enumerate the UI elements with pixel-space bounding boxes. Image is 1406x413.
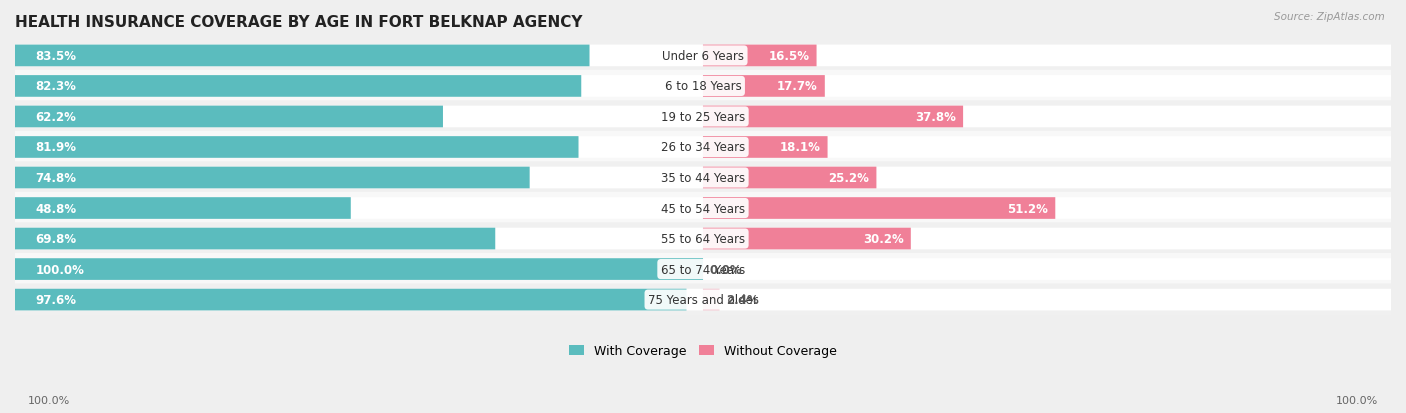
Text: 2.4%: 2.4% — [727, 293, 759, 306]
FancyBboxPatch shape — [15, 137, 578, 159]
FancyBboxPatch shape — [703, 198, 1056, 219]
Text: 18.1%: 18.1% — [780, 141, 821, 154]
FancyBboxPatch shape — [15, 45, 1391, 67]
FancyBboxPatch shape — [15, 167, 530, 189]
FancyBboxPatch shape — [15, 284, 1391, 316]
FancyBboxPatch shape — [15, 253, 1391, 285]
FancyBboxPatch shape — [15, 107, 443, 128]
FancyBboxPatch shape — [15, 198, 350, 219]
Text: 97.6%: 97.6% — [35, 293, 77, 306]
Text: 37.8%: 37.8% — [915, 111, 956, 123]
FancyBboxPatch shape — [15, 259, 1391, 280]
FancyBboxPatch shape — [15, 228, 495, 250]
Text: 81.9%: 81.9% — [35, 141, 77, 154]
Legend: With Coverage, Without Coverage: With Coverage, Without Coverage — [564, 339, 842, 362]
Text: 65 to 74 Years: 65 to 74 Years — [661, 263, 745, 276]
Text: HEALTH INSURANCE COVERAGE BY AGE IN FORT BELKNAP AGENCY: HEALTH INSURANCE COVERAGE BY AGE IN FORT… — [15, 15, 582, 30]
Text: 30.2%: 30.2% — [863, 233, 904, 245]
Text: 100.0%: 100.0% — [35, 263, 84, 276]
FancyBboxPatch shape — [703, 228, 911, 250]
FancyBboxPatch shape — [15, 228, 1391, 250]
FancyBboxPatch shape — [15, 76, 1391, 97]
Text: 17.7%: 17.7% — [778, 80, 818, 93]
Text: 83.5%: 83.5% — [35, 50, 77, 63]
FancyBboxPatch shape — [15, 40, 1391, 72]
FancyBboxPatch shape — [15, 131, 1391, 164]
FancyBboxPatch shape — [703, 167, 876, 189]
FancyBboxPatch shape — [15, 101, 1391, 133]
FancyBboxPatch shape — [703, 76, 825, 97]
FancyBboxPatch shape — [703, 45, 817, 67]
Text: 26 to 34 Years: 26 to 34 Years — [661, 141, 745, 154]
FancyBboxPatch shape — [15, 259, 703, 280]
Text: 100.0%: 100.0% — [28, 395, 70, 405]
FancyBboxPatch shape — [15, 107, 1391, 128]
FancyBboxPatch shape — [15, 167, 1391, 189]
Text: 100.0%: 100.0% — [1336, 395, 1378, 405]
Text: Source: ZipAtlas.com: Source: ZipAtlas.com — [1274, 12, 1385, 22]
Text: 25.2%: 25.2% — [828, 171, 869, 185]
FancyBboxPatch shape — [15, 223, 1391, 255]
Text: 62.2%: 62.2% — [35, 111, 76, 123]
Text: 74.8%: 74.8% — [35, 171, 77, 185]
FancyBboxPatch shape — [15, 198, 1391, 219]
Text: 82.3%: 82.3% — [35, 80, 76, 93]
FancyBboxPatch shape — [703, 289, 720, 311]
FancyBboxPatch shape — [15, 71, 1391, 103]
FancyBboxPatch shape — [15, 289, 686, 311]
Text: 6 to 18 Years: 6 to 18 Years — [665, 80, 741, 93]
Text: 55 to 64 Years: 55 to 64 Years — [661, 233, 745, 245]
FancyBboxPatch shape — [15, 137, 1391, 159]
FancyBboxPatch shape — [15, 76, 581, 97]
Text: 51.2%: 51.2% — [1008, 202, 1049, 215]
Text: 0.0%: 0.0% — [710, 263, 742, 276]
Text: 48.8%: 48.8% — [35, 202, 77, 215]
Text: 69.8%: 69.8% — [35, 233, 77, 245]
Text: 35 to 44 Years: 35 to 44 Years — [661, 171, 745, 185]
Text: 16.5%: 16.5% — [769, 50, 810, 63]
FancyBboxPatch shape — [15, 192, 1391, 225]
Text: 75 Years and older: 75 Years and older — [648, 293, 758, 306]
FancyBboxPatch shape — [703, 107, 963, 128]
FancyBboxPatch shape — [15, 45, 589, 67]
FancyBboxPatch shape — [703, 137, 828, 159]
FancyBboxPatch shape — [15, 289, 1391, 311]
Text: 45 to 54 Years: 45 to 54 Years — [661, 202, 745, 215]
Text: Under 6 Years: Under 6 Years — [662, 50, 744, 63]
FancyBboxPatch shape — [15, 162, 1391, 194]
Text: 19 to 25 Years: 19 to 25 Years — [661, 111, 745, 123]
